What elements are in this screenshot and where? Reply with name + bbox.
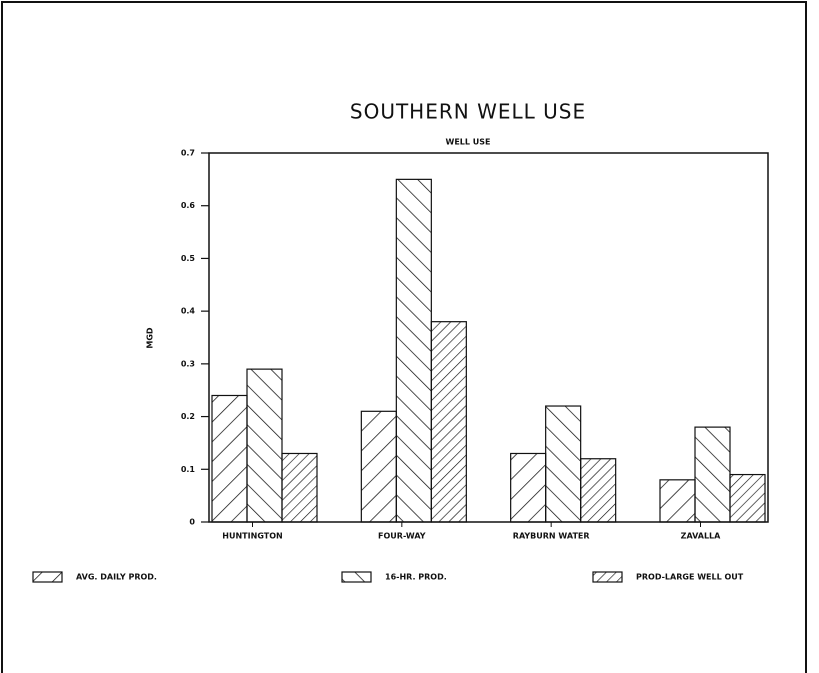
legend-swatch — [32, 571, 63, 583]
plot-area — [208, 152, 769, 523]
bar — [395, 178, 432, 523]
legend-label: PROD-LARGE WELL OUT — [636, 573, 744, 582]
chart-subtitle: WELL USE — [446, 138, 491, 147]
y-tick-label: 0.3 — [181, 359, 195, 368]
bar — [246, 368, 283, 523]
y-tick-label: 0.2 — [181, 412, 195, 421]
bar — [580, 458, 617, 523]
y-tick-label: 0.6 — [181, 201, 196, 210]
y-axis-label: MGD — [146, 327, 155, 349]
bar — [729, 473, 766, 523]
bar — [694, 426, 731, 523]
x-tick-label: HUNTINGTON — [222, 532, 282, 541]
y-tick-label: 0.1 — [181, 465, 196, 474]
legend-label: 16-HR. PROD. — [385, 573, 447, 582]
bar — [360, 410, 397, 523]
bar — [430, 321, 467, 523]
x-tick-label: RAYBURN WATER — [513, 532, 590, 541]
x-tick-label: FOUR-WAY — [378, 532, 426, 541]
bar — [510, 452, 547, 523]
legend-swatch — [592, 571, 623, 583]
legend-label: AVG. DAILY PROD. — [76, 573, 157, 582]
y-tick-label: 0 — [189, 518, 195, 527]
y-tick-label: 0.7 — [181, 149, 195, 158]
x-tick-label: ZAVALLA — [681, 532, 721, 541]
bar — [545, 405, 582, 523]
bar — [281, 452, 318, 523]
y-tick-label: 0.5 — [181, 254, 196, 263]
bar — [659, 479, 696, 523]
chart-title: SOUTHERN WELL USE — [350, 100, 586, 124]
bar — [211, 394, 248, 523]
legend-swatch — [341, 571, 372, 583]
y-tick-label: 0.4 — [181, 307, 196, 316]
